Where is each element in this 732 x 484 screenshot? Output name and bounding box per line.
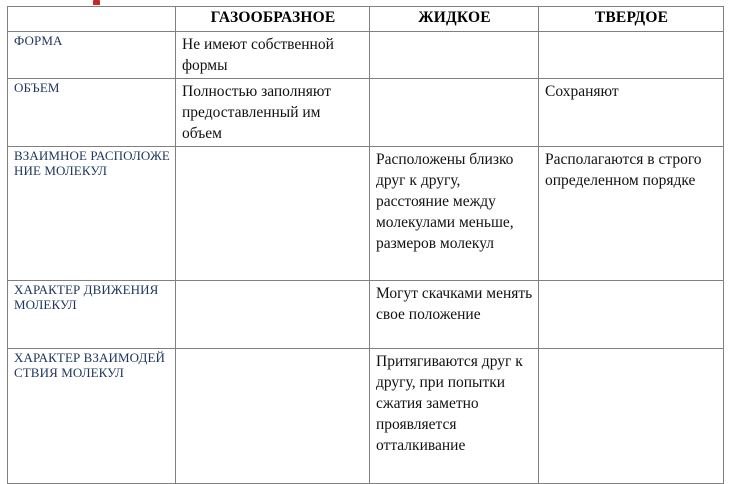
cell-solid-arrangement: Располагаются в строго определенном поря…: [538, 146, 724, 281]
table-row: ХАРАКТЕР ВЗАИМОДЕЙСТВИЯ МОЛЕКУЛ Притягив…: [7, 348, 724, 484]
column-header-gas: ГАЗООБРАЗНОЕ: [175, 6, 370, 32]
cell-gas-forma: Не имеют собственной формы: [175, 31, 370, 79]
column-header-property: [7, 6, 176, 32]
cell-gas-motion: [175, 280, 370, 349]
row-label-motion: ХАРАКТЕР ДВИЖЕНИЯ МОЛЕКУЛ: [7, 280, 176, 349]
column-header-solid: ТВЕРДОЕ: [538, 6, 724, 32]
table-row: ХАРАКТЕР ДВИЖЕНИЯ МОЛЕКУЛ Могут скачками…: [7, 280, 724, 349]
row-label-obem: ОБЪЕМ: [7, 78, 176, 147]
states-of-matter-table: ГАЗООБРАЗНОЕ ЖИДКОЕ ТВЕРДОЕ ФОРМА Не име…: [7, 6, 724, 484]
table-row: ФОРМА Не имеют собственной формы: [7, 31, 724, 79]
cell-solid-forma: [538, 31, 724, 79]
cell-solid-interaction: [538, 348, 724, 484]
table-row: ОБЪЕМ Полностью заполняют предоставленны…: [7, 78, 724, 147]
header-row: ГАЗООБРАЗНОЕ ЖИДКОЕ ТВЕРДОЕ: [7, 6, 724, 32]
cell-solid-motion: [538, 280, 724, 349]
table-row: ВЗАИМНОЕ РАСПОЛОЖЕНИЕ МОЛЕКУЛ Расположен…: [7, 146, 724, 281]
cell-liquid-obem: [369, 78, 539, 147]
cell-liquid-forma: [369, 31, 539, 79]
cell-liquid-arrangement: Расположены близко друг к другу, расстоя…: [369, 146, 539, 281]
cell-liquid-motion: Могут скачками менять свое положение: [369, 280, 539, 349]
row-label-forma: ФОРМА: [7, 31, 176, 79]
row-label-arrangement: ВЗАИМНОЕ РАСПОЛОЖЕНИЕ МОЛЕКУЛ: [7, 146, 176, 281]
cell-gas-interaction: [175, 348, 370, 484]
table-header: ГАЗООБРАЗНОЕ ЖИДКОЕ ТВЕРДОЕ: [7, 6, 724, 32]
cell-liquid-interaction: Притягиваются друг к другу, при попытки …: [369, 348, 539, 484]
cell-solid-obem: Сохраняют: [538, 78, 724, 147]
cell-gas-obem: Полностью заполняют предоставленный им о…: [175, 78, 370, 147]
properties-table-container: ГАЗООБРАЗНОЕ ЖИДКОЕ ТВЕРДОЕ ФОРМА Не име…: [7, 6, 724, 484]
table-body: ФОРМА Не имеют собственной формы ОБЪЕМ П…: [7, 31, 724, 484]
cut-off-title-fragment: [93, 0, 100, 5]
column-header-liquid: ЖИДКОЕ: [369, 6, 539, 32]
cell-gas-arrangement: [175, 146, 370, 281]
row-label-interaction: ХАРАКТЕР ВЗАИМОДЕЙСТВИЯ МОЛЕКУЛ: [7, 348, 176, 484]
